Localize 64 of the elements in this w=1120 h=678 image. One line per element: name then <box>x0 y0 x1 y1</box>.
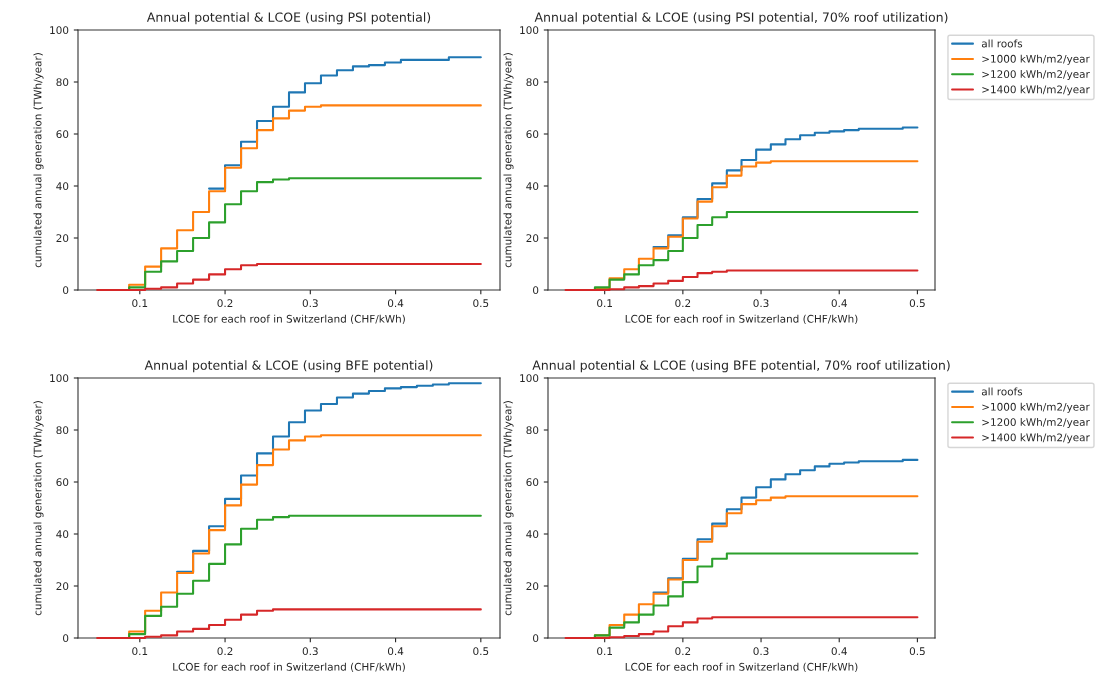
chart-title: Annual potential & LCOE (using PSI potential) <box>146 12 431 25</box>
x-tick-label: 0.1 <box>597 299 612 308</box>
legend-label: all roofs <box>981 39 1023 48</box>
legend-label: >1400 kWh/m2/year <box>982 433 1090 444</box>
y-tick-label: 80 <box>56 78 69 87</box>
x-tick-label: 0.3 <box>302 647 318 656</box>
x-tick-label: 0.1 <box>132 647 148 656</box>
y-tick-label: 40 <box>56 182 69 191</box>
y-tick-label: 40 <box>56 530 69 539</box>
x-axis-title: LCOE for each roof in Switzerland (CHF/kWh) <box>625 314 858 324</box>
x-tick-label: 0.1 <box>597 647 612 656</box>
y-tick-label: 40 <box>526 530 539 539</box>
x-tick-label: 0.5 <box>909 647 925 656</box>
y-tick-label: 0 <box>63 634 69 643</box>
chart-title: Annual potential & LCOE (using BFE potential) <box>144 360 433 373</box>
y-tick-label: 60 <box>56 478 69 487</box>
y-tick-label: 40 <box>526 182 539 191</box>
y-axis-title: cumulated annual generation (TWh/year) <box>503 53 514 268</box>
legend-label: >1400 kWh/m2/year <box>982 85 1090 96</box>
x-tick-label: 0.2 <box>217 647 233 656</box>
y-tick-label: 100 <box>520 26 539 35</box>
x-tick-label: 0.4 <box>387 299 404 308</box>
y-tick-label: 0 <box>63 286 69 295</box>
x-tick-label: 0.5 <box>473 647 489 656</box>
y-tick-label: 60 <box>56 130 69 139</box>
y-tick-label: 20 <box>56 234 69 243</box>
x-axis-title: LCOE for each roof in Switzerland (CHF/kWh) <box>625 662 858 672</box>
legend-label: >1200 kWh/m2/year <box>982 417 1090 429</box>
y-axis-title: cumulated annual generation (TWh/year) <box>33 53 44 268</box>
x-tick-label: 0.4 <box>387 647 404 656</box>
y-tick-label: 20 <box>56 582 69 591</box>
x-tick-label: 0.5 <box>473 299 489 308</box>
y-tick-label: 100 <box>520 374 539 383</box>
y-tick-label: 100 <box>50 26 69 35</box>
y-axis-title: cumulated annual generation (TWh/year) <box>33 401 44 616</box>
legend-label: all roofs <box>981 387 1023 396</box>
x-tick-label: 0.5 <box>909 299 925 308</box>
y-tick-label: 80 <box>56 426 69 435</box>
x-tick-label: 0.3 <box>302 299 318 308</box>
y-tick-label: 20 <box>526 234 539 243</box>
y-tick-label: 100 <box>50 374 69 383</box>
x-axis-title: LCOE for each roof in Switzerland (CHF/kWh) <box>173 314 405 324</box>
x-tick-label: 0.3 <box>753 299 769 308</box>
y-tick-label: 80 <box>526 426 539 435</box>
x-tick-label: 0.4 <box>831 299 847 308</box>
x-tick-label: 0.3 <box>753 647 769 656</box>
legend-label: >1200 kWh/m2/year <box>982 69 1090 81</box>
x-axis-title: LCOE for each roof in Switzerland (CHF/kWh) <box>173 662 405 672</box>
x-tick-label: 0.1 <box>132 299 148 308</box>
y-axis-title: cumulated annual generation (TWh/year) <box>503 401 514 616</box>
y-tick-label: 60 <box>526 130 539 139</box>
y-tick-label: 60 <box>526 478 539 487</box>
x-tick-label: 0.2 <box>217 299 233 308</box>
legend-label: >1000 kWh/m2/year <box>982 54 1090 65</box>
y-tick-label: 80 <box>526 78 539 87</box>
x-tick-label: 0.2 <box>675 647 691 656</box>
x-tick-label: 0.2 <box>675 299 691 308</box>
legend-label: >1000 kWh/m2/year <box>982 402 1090 413</box>
chart-title: Annual potential & LCOE (using PSI potential, 70% roof utilization) <box>534 12 948 25</box>
x-tick-label: 0.4 <box>831 647 847 656</box>
chart-title: Annual potential & LCOE (using BFE potential, 70% roof utilization) <box>532 360 950 373</box>
y-tick-label: 0 <box>533 634 539 643</box>
y-tick-label: 20 <box>526 582 539 591</box>
y-tick-label: 0 <box>533 286 539 295</box>
